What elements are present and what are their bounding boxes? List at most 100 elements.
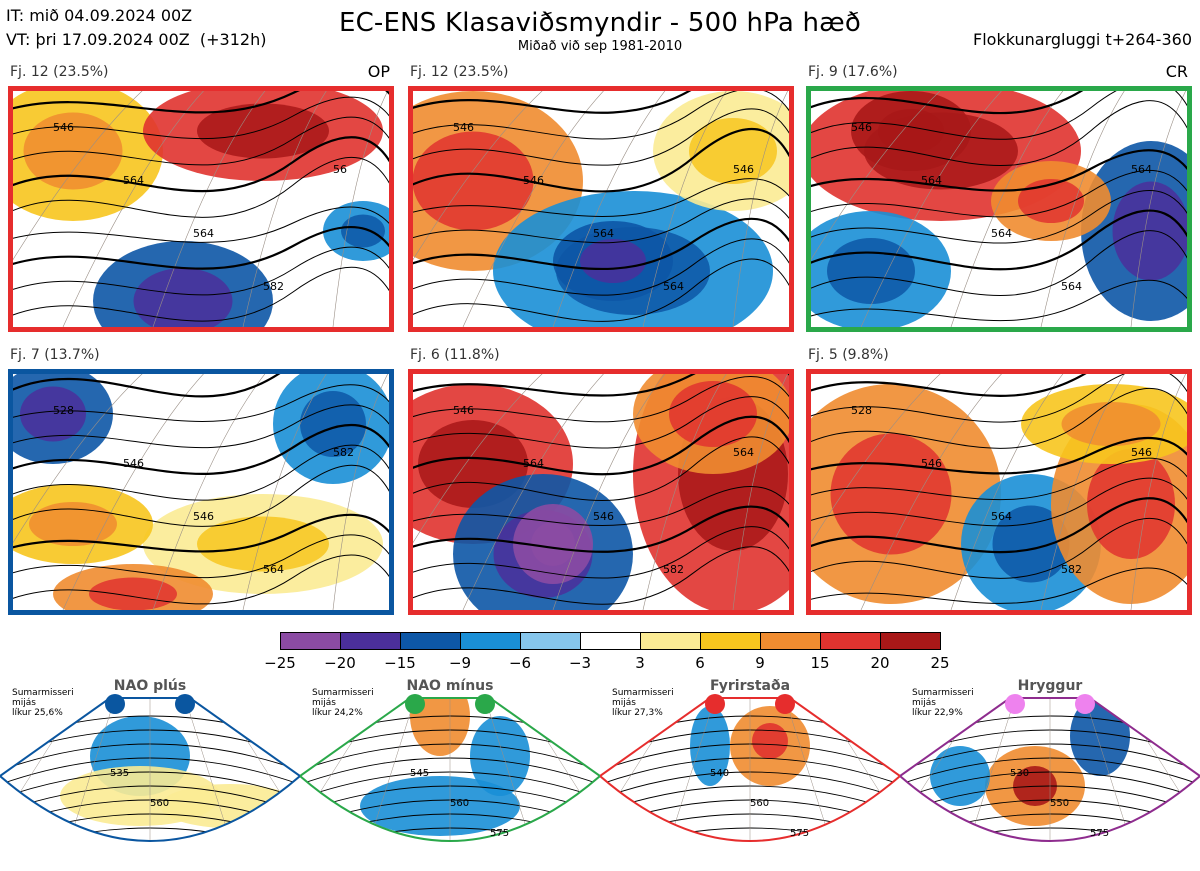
height-contour: [13, 513, 389, 553]
colorbar-swatch: [760, 632, 821, 650]
contour-label: 530: [1010, 768, 1029, 779]
anomaly-area: [1021, 384, 1187, 464]
cluster-panel-5[interactable]: Fj. 6 (11.8%) 546 564 546 582 564: [408, 347, 794, 615]
cluster-frame: 546 564 564 582 56: [8, 86, 394, 332]
graticule-line: [811, 91, 941, 261]
regime-note-line: líkur 22,9%: [912, 708, 963, 718]
height-contour: [13, 423, 389, 476]
height-contour: [300, 842, 600, 871]
contour-label: 546: [593, 510, 614, 523]
graticule-line: [659, 698, 716, 841]
height-contour: [13, 266, 389, 322]
height-contour: [811, 374, 1187, 423]
cluster-label: Fj. 5 (9.8%): [808, 347, 889, 363]
graticule-line: [950, 91, 1064, 327]
regime-ridge[interactable]: Hryggur Sumarmisseri mijás líkur 22,9% 5…: [900, 676, 1200, 871]
graticule-line: [152, 91, 266, 327]
contour-label: 546: [453, 121, 474, 134]
contour-label: 546: [453, 404, 474, 417]
height-contour: [413, 238, 789, 296]
anomaly-area: [360, 776, 520, 836]
page-title: EC-ENS Klasaviðsmyndir - 500 hPa hæð: [338, 8, 862, 38]
graticule-line: [642, 91, 727, 327]
regime-nao-plus[interactable]: NAO plús Sumarmisseri mijás líkur 25,6% …: [0, 676, 300, 871]
graticule-line: [959, 698, 1016, 841]
header-info: IT: mið 04.09.2024 00Z VT: þri 17.09.202…: [6, 4, 266, 52]
contour-label: 546: [193, 510, 214, 523]
regime-note-line: mijás: [612, 698, 636, 708]
contour-label: 546: [523, 174, 544, 187]
cluster-map: 546 564 564 582 56: [13, 91, 389, 327]
height-contour: [413, 374, 789, 397]
graticule-line: [1084, 698, 1141, 841]
graticule-line: [184, 698, 241, 841]
contour-label: 564: [193, 227, 214, 240]
contour-label: 582: [1061, 563, 1082, 576]
regime-frame: [0, 697, 300, 842]
anomaly-area: [752, 723, 788, 759]
init-time: IT: mið 04.09.2024 00Z: [6, 6, 193, 25]
height-contour: [13, 206, 389, 243]
height-contour: [811, 457, 1187, 501]
regime-note-line: Sumarmisseri: [912, 688, 974, 698]
height-contour: [13, 116, 389, 166]
regime-title: Fyrirstaða: [709, 678, 791, 694]
regime-dot-icon: [405, 694, 425, 714]
graticule-line: [552, 374, 666, 610]
height-contour: [413, 415, 789, 476]
colorbar-tick: 6: [695, 654, 705, 672]
regime-dot-icon: [705, 694, 725, 714]
regime-frame: [900, 697, 1200, 842]
height-contour: [811, 374, 1087, 397]
height-contour: [413, 258, 789, 322]
graticule-line: [950, 374, 1064, 610]
contour-label: 564: [991, 510, 1012, 523]
anomaly-area: [930, 746, 990, 806]
colorbar-swatch: [340, 632, 401, 650]
colorbar-tick: 3: [635, 654, 645, 672]
contour-label: 545: [410, 768, 429, 779]
page-subtitle: Miðað við sep 1981-2010: [517, 39, 683, 54]
height-contour: [811, 279, 1187, 322]
graticule-line: [552, 91, 666, 327]
contour-label: 564: [991, 227, 1012, 240]
contour-label: 564: [733, 446, 754, 459]
cluster-panel-3[interactable]: Fj. 9 (17.6%) CR 546 564 564 564 564: [806, 62, 1192, 332]
regime-note-line: Sumarmisseri: [12, 688, 74, 698]
anomaly-area: [851, 91, 971, 171]
regime-note-line: Sumarmisseri: [312, 688, 374, 698]
cluster-panel-1[interactable]: Fj. 12 (23.5%) OP 546 564 564 582 56: [8, 62, 394, 332]
regime-note-line: mijás: [312, 698, 336, 708]
cluster-panel-4[interactable]: Fj. 7 (13.7%) 528 546 546 564 582: [8, 347, 394, 615]
height-contour: [811, 209, 1187, 271]
regime-nao-minus[interactable]: NAO mínus Sumarmisseri mijás líkur 24,2%…: [300, 676, 600, 871]
contour-label: 546: [1131, 446, 1152, 459]
regime-note-line: Sumarmisseri: [612, 688, 674, 698]
graticule-line: [13, 91, 143, 261]
regime-blocking[interactable]: Fyrirstaða Sumarmisseri mijás líkur 27,3…: [600, 676, 900, 871]
colorbar-tick: 15: [810, 654, 830, 672]
contour-label: 546: [123, 457, 144, 470]
contour-label: 564: [123, 174, 144, 187]
graticule-line: [732, 374, 789, 610]
cluster-panel-6[interactable]: Fj. 5 (9.8%) 528 546 564 582 546: [806, 347, 1192, 615]
graticule-line: [242, 91, 327, 327]
cluster-map: 546 564 546 582 564: [413, 374, 789, 610]
colorbar-tick: 25: [930, 654, 950, 672]
height-contour: [811, 91, 1187, 140]
colorbar-tick: −3: [568, 654, 592, 672]
height-contour: [811, 387, 1187, 449]
colorbar-swatch: [820, 632, 881, 650]
height-contour: [13, 156, 389, 218]
graticule-line: [359, 698, 416, 841]
cluster-panel-2[interactable]: Fj. 12 (23.5%) 546 546 564 564 546: [408, 64, 794, 332]
contour-label: 564: [523, 457, 544, 470]
colorbar-tick: −6: [508, 654, 532, 672]
contour-label: 582: [263, 280, 284, 293]
height-contour: [811, 230, 1187, 296]
height-contour: [811, 169, 1187, 218]
height-contour: [13, 534, 389, 579]
cluster-label: Fj. 6 (11.8%): [410, 347, 500, 363]
cluster-label: Fj. 7 (13.7%): [10, 347, 100, 363]
colorbar-swatch: [460, 632, 521, 650]
